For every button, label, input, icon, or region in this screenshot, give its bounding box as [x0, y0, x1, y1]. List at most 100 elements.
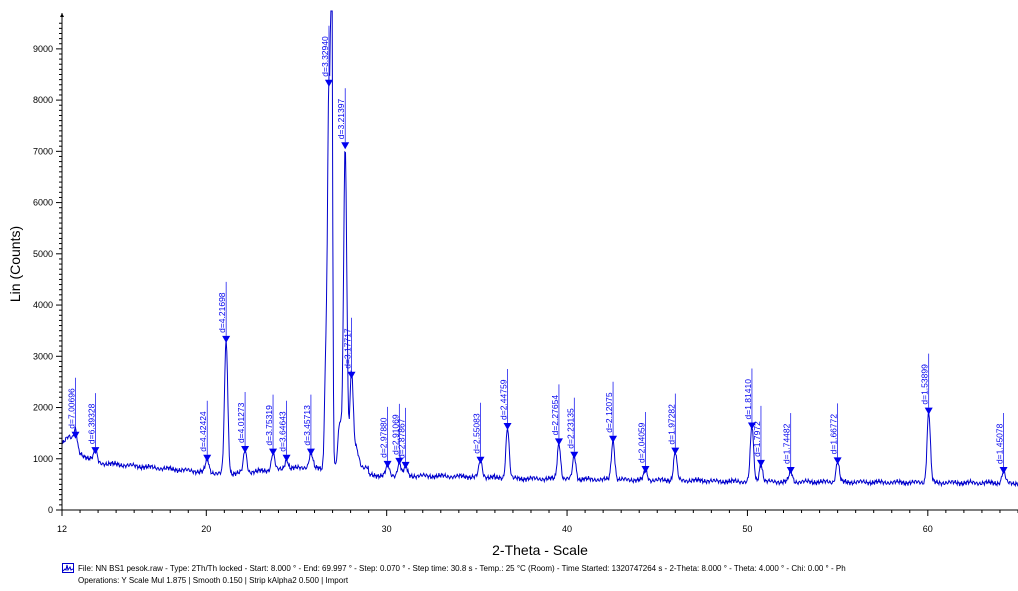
peak-triangle [747, 422, 756, 430]
x-tick-label: 30 [382, 524, 392, 534]
peak-label: d=4.21698 [217, 292, 227, 333]
peak-triangle [476, 456, 485, 464]
y-tick-label: 6000 [33, 198, 53, 208]
peak-label: d=4.01273 [236, 402, 246, 443]
peak-triangle [641, 466, 650, 474]
peak-triangle [924, 407, 933, 415]
y-axis-title: Lin (Counts) [7, 226, 23, 302]
peak-label: d=6.39328 [86, 403, 96, 444]
plot-area [61, 10, 1018, 488]
peak-label: d=1.53899 [920, 364, 930, 405]
peak-label: d=1.74482 [782, 423, 792, 464]
peak-label: d=3.21397 [336, 99, 346, 140]
x-axis-title: 2-Theta - Scale [492, 542, 588, 558]
peak-marker: d=3.64643 [278, 400, 291, 462]
diffraction-line [61, 10, 1018, 488]
peak-label: d=2.55083 [471, 413, 481, 454]
y-tick-label: 0 [48, 505, 53, 515]
x-tick-label: 50 [742, 524, 752, 534]
peak-triangle [269, 448, 278, 456]
peak-marker: d=3.45713 [302, 394, 315, 456]
peak-marker: d=1.7972 [752, 405, 765, 467]
peak-triangle [203, 454, 212, 462]
peak-marker: d=4.42424 [198, 400, 212, 462]
peak-label: d=3.17717 [343, 328, 353, 369]
peak-marker: d=3.21397 [336, 88, 350, 150]
peak-marker: d=1.53899 [920, 353, 933, 415]
y-tick-label: 7000 [33, 146, 53, 156]
peak-label: d=2.97880 [379, 417, 389, 458]
peak-marker: d=3.32940 [320, 25, 333, 87]
peak-triangle [324, 79, 333, 87]
peak-marker: d=1.66772 [829, 403, 842, 465]
peak-label: d=3.75319 [264, 405, 274, 446]
peak-triangle [341, 142, 350, 150]
peak-marker: d=2.23135 [565, 397, 579, 459]
peak-triangle [282, 454, 291, 462]
peak-marker: d=2.12075 [604, 381, 618, 443]
peak-markers: d=7.00696 d=6.39328 d=4.42424 d=4.21698 d=4.… [67, 25, 1008, 475]
y-axis: 0 1000 2000 3000 4000 5000 6000 7000 8000 9000 [33, 13, 64, 515]
peak-marker: d=2.91069 [390, 403, 404, 465]
peak-triangle [241, 446, 250, 454]
peak-marker: d=6.39328 [86, 393, 100, 455]
y-axis-arrow [60, 13, 64, 17]
peak-label: d=2.87867 [397, 418, 407, 459]
peak-marker: d=1.74482 [782, 413, 795, 475]
peak-triangle [71, 431, 80, 439]
y-tick-label: 8000 [33, 95, 53, 105]
peak-triangle [401, 461, 410, 469]
footer-file-info: File: NN BS1 pesok.raw - Type: 2Th/Th lo… [78, 564, 846, 573]
peak-marker: d=2.27654 [550, 384, 563, 446]
peak-label: d=4.42424 [198, 411, 208, 452]
x-axis: 12 20 30 40 50 60 [57, 509, 1018, 534]
peak-marker: d=2.44759 [499, 368, 512, 430]
peak-marker: d=2.55083 [471, 402, 485, 464]
peak-label: d=1.66772 [829, 414, 839, 455]
peak-label: d=2.23135 [565, 408, 575, 449]
peak-label: d=1.97282 [666, 404, 676, 445]
peak-triangle [671, 447, 680, 455]
peak-triangle [786, 467, 795, 475]
y-tick-label: 9000 [33, 44, 53, 54]
peak-marker: d=3.75319 [264, 394, 278, 456]
peak-marker: d=2.04059 [637, 412, 650, 474]
x-tick-label: 60 [923, 524, 933, 534]
peak-marker: d=1.97282 [666, 393, 680, 455]
peak-triangle [833, 457, 842, 465]
peak-triangle [91, 447, 100, 455]
peak-marker: d=1.45078 [995, 413, 1008, 475]
footer-operations: Operations: Y Scale Mul 1.875 | Smooth 0… [78, 576, 349, 585]
y-tick-label: 3000 [33, 351, 53, 361]
peak-label: d=2.04059 [637, 422, 647, 463]
peak-marker: d=4.01273 [236, 392, 250, 454]
peak-marker: d=2.87867 [397, 407, 410, 469]
peak-triangle [609, 435, 618, 443]
peak-marker: d=3.17717 [343, 317, 356, 379]
peak-triangle [999, 467, 1008, 475]
scan-file-icon [62, 563, 74, 573]
peak-triangle [554, 438, 563, 446]
peak-triangle [222, 335, 231, 343]
peak-label: d=7.00696 [67, 388, 77, 429]
peak-label: d=2.44759 [499, 379, 509, 420]
x-tick-label: 12 [57, 524, 67, 534]
peak-label: d=1.7972 [752, 421, 762, 457]
peak-marker: d=4.21698 [217, 281, 231, 343]
peak-label: d=3.45713 [302, 405, 312, 446]
y-tick-label: 2000 [33, 403, 53, 413]
peak-triangle [383, 460, 392, 468]
peak-triangle [395, 457, 404, 465]
peak-marker: d=1.81410 [743, 368, 756, 430]
y-tick-label: 1000 [33, 454, 53, 464]
y-tick-label: 5000 [33, 249, 53, 259]
peak-label: d=2.12075 [604, 392, 614, 433]
y-tick-label: 4000 [33, 300, 53, 310]
peak-triangle [570, 451, 579, 459]
peak-triangle [306, 448, 315, 456]
peak-triangle [756, 459, 765, 467]
peak-triangle [347, 371, 356, 379]
peak-triangle [503, 422, 512, 430]
peak-label: d=1.81410 [743, 379, 753, 420]
